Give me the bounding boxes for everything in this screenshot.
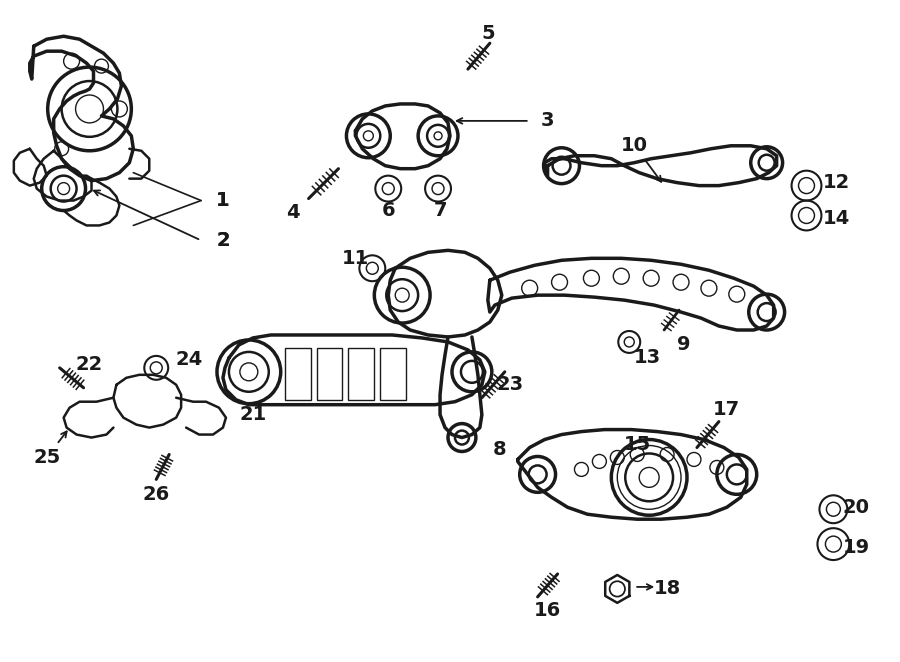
Text: 3: 3 xyxy=(541,111,554,130)
Text: 6: 6 xyxy=(382,201,395,220)
Text: 14: 14 xyxy=(823,209,850,228)
Text: 16: 16 xyxy=(534,601,562,620)
Text: 23: 23 xyxy=(496,375,523,395)
Text: 1: 1 xyxy=(216,191,230,210)
Text: 13: 13 xyxy=(634,348,661,367)
Text: 24: 24 xyxy=(176,350,202,369)
Text: 7: 7 xyxy=(433,201,446,220)
Text: 18: 18 xyxy=(653,579,680,598)
Text: 1: 1 xyxy=(216,191,230,210)
Text: 19: 19 xyxy=(842,538,870,557)
Text: 17: 17 xyxy=(714,400,741,419)
Text: 12: 12 xyxy=(823,173,850,192)
Text: 22: 22 xyxy=(76,355,104,374)
Text: 2: 2 xyxy=(216,231,230,250)
Bar xyxy=(317,348,343,400)
Text: 10: 10 xyxy=(621,136,648,156)
Text: 2: 2 xyxy=(216,231,230,250)
Text: 21: 21 xyxy=(239,405,266,424)
Bar xyxy=(284,348,310,400)
Text: 9: 9 xyxy=(678,336,691,354)
Text: 4: 4 xyxy=(286,203,300,222)
Text: 26: 26 xyxy=(142,485,170,504)
Text: 5: 5 xyxy=(481,24,495,43)
Bar xyxy=(348,348,374,400)
Text: 8: 8 xyxy=(493,440,507,459)
Text: 20: 20 xyxy=(842,498,869,517)
Text: 25: 25 xyxy=(33,448,60,467)
Text: 15: 15 xyxy=(624,435,651,454)
Bar xyxy=(381,348,406,400)
Text: 11: 11 xyxy=(342,249,369,268)
